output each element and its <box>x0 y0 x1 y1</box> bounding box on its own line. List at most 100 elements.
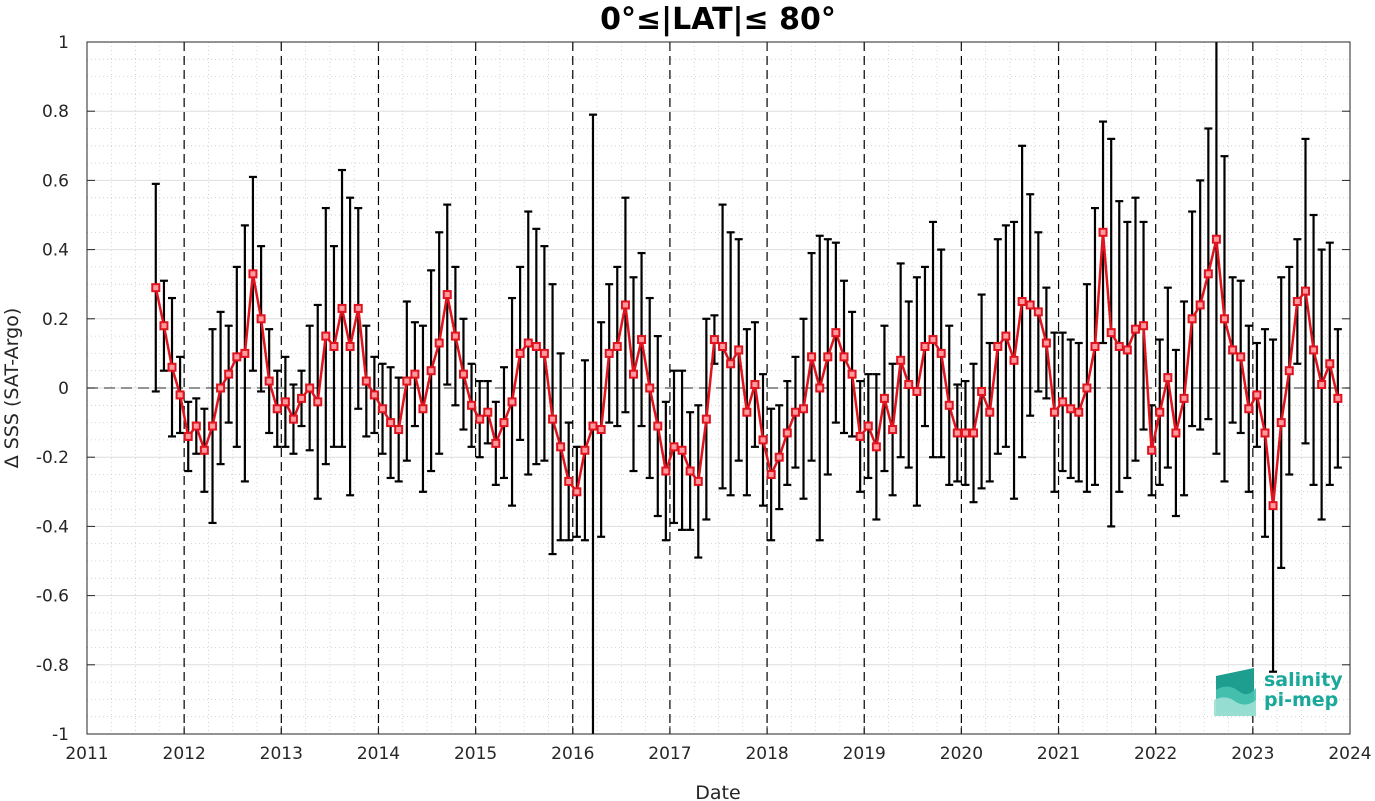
data-point <box>669 442 679 452</box>
data-point <box>879 393 889 403</box>
data-point <box>378 404 388 414</box>
data-point <box>718 341 728 351</box>
data-point <box>928 335 938 345</box>
data-point <box>232 352 242 362</box>
x-tick-label: 2013 <box>260 744 303 764</box>
data-point <box>863 421 873 431</box>
data-point <box>709 335 719 345</box>
data-point <box>475 414 485 424</box>
data-point <box>313 397 323 407</box>
data-point <box>766 470 776 479</box>
data-point <box>1049 407 1059 417</box>
data-point <box>1317 380 1327 390</box>
data-point <box>159 321 169 331</box>
wave-icon <box>1214 668 1256 716</box>
x-tick-label: 2020 <box>940 744 983 764</box>
data-point <box>896 355 906 365</box>
data-point <box>572 487 582 497</box>
data-point <box>944 400 954 410</box>
logo-text-line2: pi-mep <box>1264 689 1338 711</box>
data-point <box>402 376 412 386</box>
data-point <box>321 331 331 341</box>
data-point <box>612 341 622 351</box>
data-point <box>831 328 841 338</box>
data-point <box>920 341 930 351</box>
data-point <box>1058 397 1068 407</box>
data-point <box>175 390 185 400</box>
x-tick-label: 2014 <box>357 744 400 764</box>
x-tick-label: 2015 <box>454 744 497 764</box>
x-tick-labels: 2011 2012 2013 2014 2015 2016 2017 2018 2019 2020… <box>65 744 1371 764</box>
data-point <box>1066 404 1076 414</box>
chart-title: 0°≤|LAT|≤ 80° <box>600 2 836 37</box>
data-point <box>1203 269 1213 279</box>
data-point <box>645 383 655 393</box>
y-tick-label: 0.2 <box>42 310 69 330</box>
data-point <box>548 414 558 424</box>
data-point <box>871 442 881 452</box>
data-point <box>288 414 298 424</box>
data-point <box>952 428 962 438</box>
y-tick-label: -0.8 <box>36 656 69 676</box>
minor-grid <box>87 42 1350 734</box>
data-point <box>499 418 509 428</box>
data-point <box>1268 501 1278 511</box>
y-tick-label: -0.6 <box>36 587 69 607</box>
data-point <box>216 383 226 393</box>
data-point <box>345 341 355 351</box>
data-point <box>426 366 436 376</box>
data-point <box>272 404 282 414</box>
data-point <box>904 380 914 390</box>
data-point <box>912 386 922 396</box>
data-point <box>1333 393 1343 403</box>
year-dividers <box>183 42 1254 734</box>
data-point <box>685 466 695 476</box>
data-point <box>742 407 752 417</box>
x-tick-label: 2024 <box>1328 744 1371 764</box>
data-point <box>1187 314 1197 324</box>
data-point <box>888 425 898 435</box>
data-point <box>191 421 201 431</box>
salinity-pi-mep-logo: salinity pi-mep <box>1214 668 1343 716</box>
x-tick-label: 2019 <box>843 744 886 764</box>
data-point <box>1017 297 1027 306</box>
data-point <box>491 438 501 448</box>
data-point <box>993 341 1003 351</box>
data-point <box>369 390 379 400</box>
data-point <box>1033 307 1043 317</box>
data-point <box>1090 341 1100 351</box>
data-point <box>1025 300 1035 310</box>
y-tick-labels: 1 0.8 0.6 0.4 0.2 0 -0.2 -0.4 -0.6 -0.8 -1 <box>36 33 69 745</box>
data-point <box>1114 341 1124 351</box>
data-point <box>248 269 258 279</box>
data-point <box>823 352 833 362</box>
data-point <box>750 380 760 390</box>
data-point <box>637 335 647 345</box>
data-point <box>1098 227 1108 237</box>
data-point <box>1139 321 1149 331</box>
data-point <box>620 300 630 310</box>
data-point <box>151 283 161 293</box>
data-point <box>661 466 671 476</box>
data-point <box>1301 286 1311 296</box>
data-point <box>1325 359 1335 369</box>
y-tick-label: 1 <box>58 33 69 53</box>
data-point <box>1244 404 1254 414</box>
data-point <box>693 476 703 486</box>
x-tick-label: 2023 <box>1231 744 1274 764</box>
y-tick-label: -1 <box>52 725 69 745</box>
data-point <box>458 369 468 379</box>
data-point <box>394 425 404 435</box>
data-point <box>1171 428 1181 438</box>
x-tick-label: 2021 <box>1037 744 1080 764</box>
y-axis-label: Δ SSS (SAT-Argo) <box>1 308 23 468</box>
data-point <box>628 369 638 379</box>
data-point <box>556 442 566 452</box>
data-point <box>208 421 218 431</box>
data-point <box>1155 407 1165 417</box>
data-point <box>839 352 849 362</box>
data-point <box>977 386 987 396</box>
data-point <box>361 376 371 386</box>
data-point <box>1219 314 1229 324</box>
